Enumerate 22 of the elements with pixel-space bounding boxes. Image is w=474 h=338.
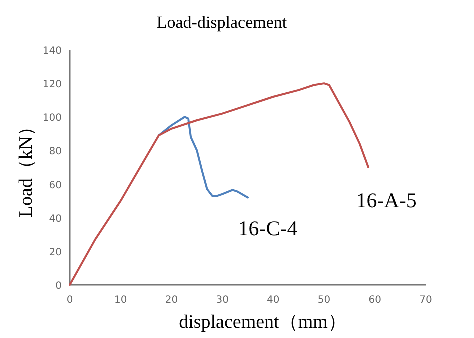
chart-title: Load-displacement <box>156 13 288 32</box>
series-label: 16-A-5 <box>356 188 417 212</box>
x-tick-label: 0 <box>66 295 74 306</box>
y-tick-label: 140 <box>42 46 62 57</box>
x-tick-label: 30 <box>216 295 229 306</box>
y-tick-label: 100 <box>42 113 62 124</box>
y-tick-label: 40 <box>49 214 62 225</box>
y-tick-label: 0 <box>56 281 62 292</box>
y-tick-label: 20 <box>49 247 62 258</box>
x-tick-label: 60 <box>368 295 382 306</box>
line-series <box>158 116 249 199</box>
y-tick-label: 120 <box>42 80 62 91</box>
y-axis-title: Load（kN） <box>16 117 37 218</box>
x-tick-label: 40 <box>267 295 280 306</box>
x-axis-title: displacement（mm） <box>179 312 347 333</box>
x-tick-label: 20 <box>165 295 178 306</box>
x-tick-label: 10 <box>114 295 128 306</box>
x-tick-label: 70 <box>420 295 432 306</box>
x-tick-label: 50 <box>318 295 331 306</box>
series-label: 16-C-4 <box>238 216 298 241</box>
y-tick-label: 80 <box>49 146 62 158</box>
y-tick-label: 60 <box>49 180 62 192</box>
